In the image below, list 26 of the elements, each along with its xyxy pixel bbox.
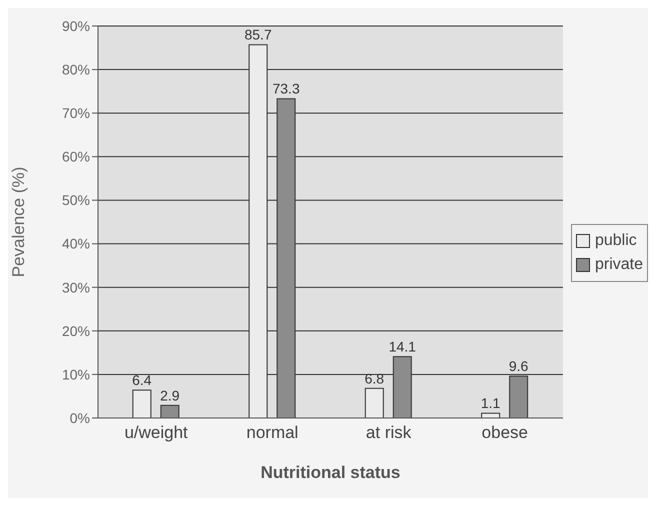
- legend-label: private: [594, 255, 643, 275]
- y-tick-label: 80%: [62, 62, 90, 78]
- legend-label: public: [594, 231, 637, 251]
- bar: [160, 404, 180, 418]
- x-tick-label: u/weight: [124, 423, 188, 442]
- x-tick-label: normal: [246, 423, 298, 442]
- data-label: 1.1: [480, 395, 501, 412]
- data-label: 14.1: [388, 338, 416, 355]
- data-label: 6.4: [132, 372, 152, 388]
- y-tick-label: 30%: [62, 279, 90, 296]
- y-tick-label: 60%: [62, 148, 90, 165]
- y-tick-label: 20%: [62, 322, 90, 339]
- y-axis-title: Pevalence (%): [9, 166, 28, 278]
- data-label: 9.6: [508, 358, 529, 374]
- data-label: 85.7: [244, 26, 272, 43]
- data-label: 2.9: [160, 387, 180, 404]
- y-tick-label: 70%: [62, 105, 90, 122]
- y-tick-label: 10%: [62, 366, 90, 382]
- y-tick-label: 90%: [62, 18, 90, 34]
- x-axis-title: Nutritional status: [260, 463, 400, 482]
- y-tick-label: 0%: [70, 410, 90, 426]
- data-label: 73.3: [272, 80, 300, 97]
- x-tick-label: obese: [482, 423, 528, 442]
- y-tick-label: 50%: [62, 192, 90, 208]
- y-tick-label: 40%: [62, 236, 90, 252]
- x-tick-label: at risk: [366, 423, 412, 442]
